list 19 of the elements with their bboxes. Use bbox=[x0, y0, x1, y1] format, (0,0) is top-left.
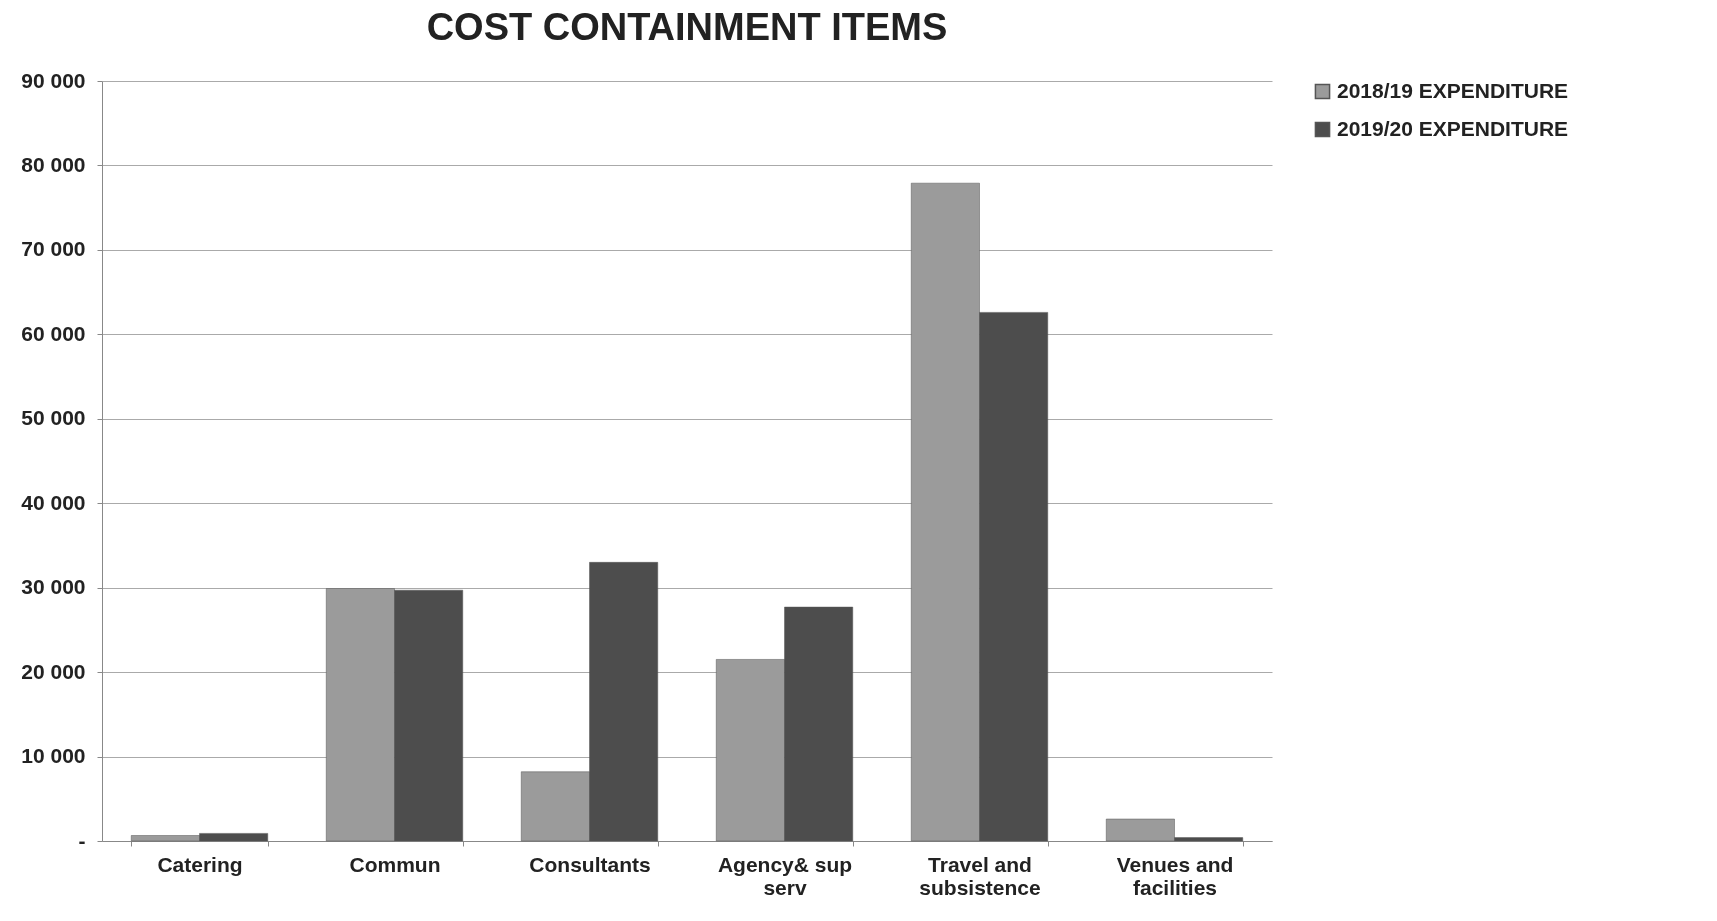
y-tick-label: 70 000 bbox=[21, 237, 86, 261]
x-tick-label: Travel and subsistence bbox=[919, 852, 1041, 899]
y-tick-label: 90 000 bbox=[21, 68, 86, 92]
x-tick-label: Consultants bbox=[529, 852, 651, 876]
legend-label: 2019/20 EXPENDITURE bbox=[1337, 116, 1569, 140]
x-tick-label: Commun bbox=[349, 852, 441, 876]
y-tick-label: 50 000 bbox=[21, 406, 86, 430]
y-tick-label: - bbox=[78, 828, 86, 852]
y-tick-label: 20 000 bbox=[21, 659, 86, 683]
legend-label: 2018/19 EXPENDITURE bbox=[1337, 78, 1569, 102]
x-tick-label: Agency& sup serv bbox=[717, 852, 853, 899]
y-tick-label: 10 000 bbox=[21, 744, 86, 768]
y-tick-label: 40 000 bbox=[21, 490, 86, 514]
y-tick-label: 60 000 bbox=[21, 321, 86, 345]
x-tick-label: Catering bbox=[157, 852, 243, 876]
y-tick-label: 80 000 bbox=[21, 152, 86, 176]
y-tick-label: 30 000 bbox=[21, 575, 86, 599]
x-tick-label: Venues and facilities bbox=[1116, 852, 1234, 899]
chart-title: COST CONTAINMENT ITEMS bbox=[426, 6, 948, 48]
